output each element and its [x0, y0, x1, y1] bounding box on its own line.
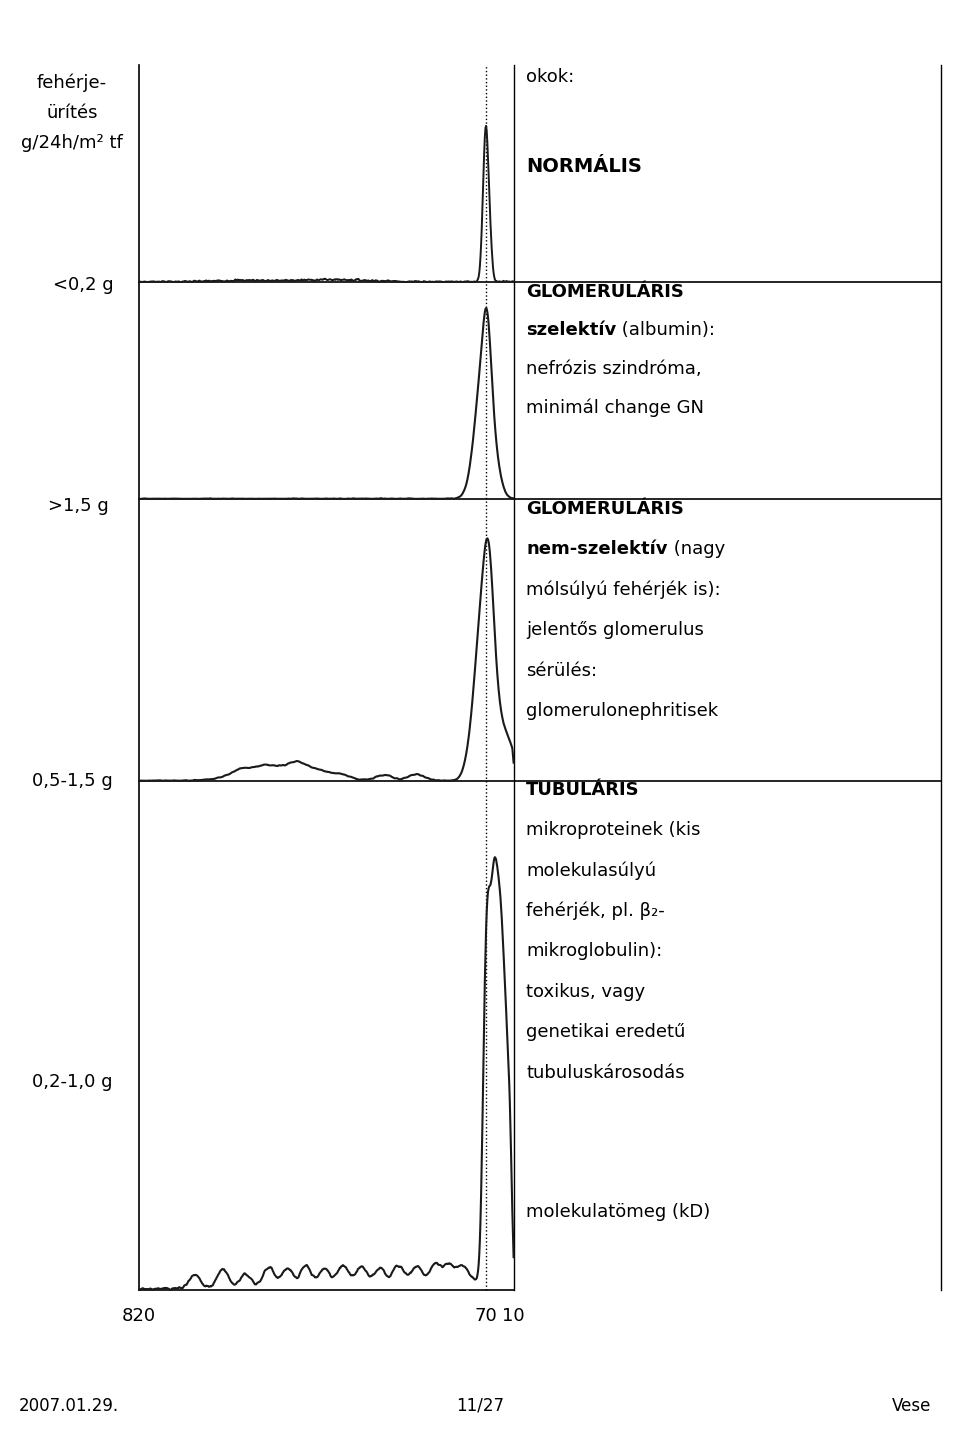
Text: sérülés:: sérülés: — [526, 662, 597, 680]
Text: Vese: Vese — [892, 1397, 931, 1414]
Text: 0,2-1,0 g: 0,2-1,0 g — [32, 1073, 112, 1090]
Text: 70: 70 — [474, 1307, 497, 1325]
Text: mikroglobulin):: mikroglobulin): — [526, 943, 662, 960]
Text: (albumin):: (albumin): — [616, 321, 715, 338]
Text: mikroproteinek (kis: mikroproteinek (kis — [526, 821, 701, 839]
Text: nefrózis szindróma,: nefrózis szindróma, — [526, 360, 702, 377]
Text: 0,5-1,5 g: 0,5-1,5 g — [32, 772, 112, 790]
Text: genetikai eredetű: genetikai eredetű — [526, 1024, 685, 1041]
Text: NORMÁLIS: NORMÁLIS — [526, 156, 642, 176]
Text: 2007.01.29.: 2007.01.29. — [19, 1397, 119, 1414]
Text: nem-szelektív: nem-szelektív — [526, 541, 667, 558]
Text: okok:: okok: — [526, 68, 574, 85]
Text: GLOMERULÁRIS: GLOMERULÁRIS — [526, 500, 684, 518]
Text: molekulatömeg (kD): molekulatömeg (kD) — [526, 1203, 710, 1220]
Text: <0,2 g: <0,2 g — [53, 276, 114, 294]
Text: 11/27: 11/27 — [456, 1397, 504, 1414]
Text: g/24h/m² tf: g/24h/m² tf — [21, 134, 123, 152]
Text: minimál change GN: minimál change GN — [526, 399, 704, 416]
Text: molekulasúlyú: molekulasúlyú — [526, 862, 657, 879]
Text: fehérje-: fehérje- — [36, 74, 108, 91]
Text: szelektív: szelektív — [526, 321, 616, 338]
Text: GLOMERULÁRIS: GLOMERULÁRIS — [526, 283, 684, 301]
Text: jelentős glomerulus: jelentős glomerulus — [526, 622, 704, 639]
Text: 10: 10 — [502, 1307, 525, 1325]
Text: 820: 820 — [122, 1307, 156, 1325]
Text: >1,5 g: >1,5 g — [48, 497, 109, 515]
Text: ürítés: ürítés — [46, 104, 98, 121]
Text: fehérjék, pl. β₂-: fehérjék, pl. β₂- — [526, 902, 665, 920]
Text: toxikus, vagy: toxikus, vagy — [526, 983, 645, 1001]
Text: tubuluskárosodás: tubuluskárosodás — [526, 1064, 684, 1082]
Text: TUBULÁRIS: TUBULÁRIS — [526, 781, 639, 798]
Text: glomerulonephritisek: glomerulonephritisek — [526, 703, 718, 720]
Text: (nagy: (nagy — [667, 541, 725, 558]
Text: mólsúlyú fehérjék is):: mólsúlyú fehérjék is): — [526, 581, 721, 599]
